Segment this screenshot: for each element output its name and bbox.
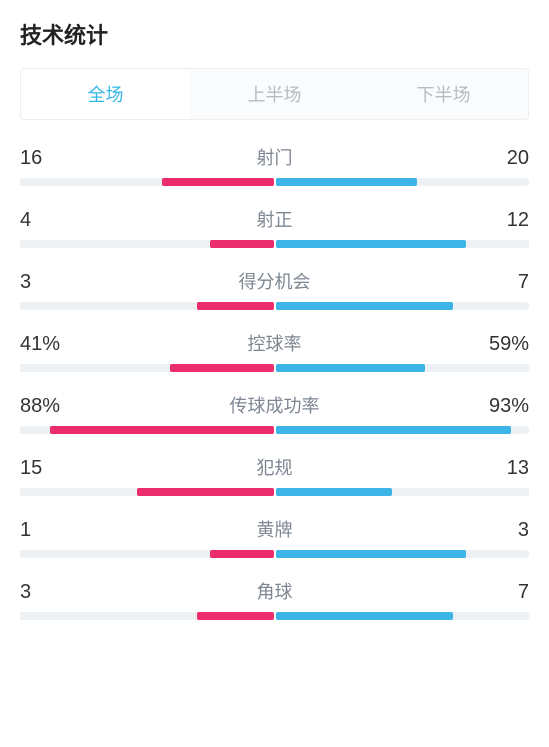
bar-left-fill [210,550,273,558]
stat-header: 4射正12 [20,206,529,232]
bar-left-track [20,612,274,620]
stat-bar [20,612,529,620]
stat-row: 16射门20 [20,144,529,186]
bar-right-fill [276,178,418,186]
bar-right-fill [276,364,426,372]
stat-left-value: 41% [20,333,70,356]
bar-left-fill [210,240,273,248]
bar-right-fill [276,302,453,310]
stat-left-value: 1 [20,519,70,542]
stat-right-value: 20 [479,147,529,170]
stat-bar [20,364,529,372]
stat-row: 4射正12 [20,206,529,248]
bar-left-track [20,364,274,372]
bar-right-track [276,302,530,310]
stat-label: 得分机会 [70,268,479,294]
bar-left-track [20,302,274,310]
bar-left-fill [162,178,274,186]
stat-bar [20,302,529,310]
stat-bar [20,178,529,186]
stat-row: 1黄牌3 [20,516,529,558]
bar-left-track [20,178,274,186]
bar-right-track [276,364,530,372]
stat-right-value: 93% [479,395,529,418]
stat-right-value: 12 [479,209,529,232]
stat-left-value: 3 [20,581,70,604]
stats-list: 16射门204射正123得分机会741%控球率59%88%传球成功率93%15犯… [20,144,529,620]
stat-left-value: 88% [20,395,70,418]
bar-left-track [20,426,274,434]
stat-right-value: 59% [479,333,529,356]
bar-right-fill [276,488,393,496]
bar-left-fill [197,302,273,310]
stat-right-value: 3 [479,519,529,542]
bar-left-fill [137,488,274,496]
stat-label: 犯规 [70,454,479,480]
stat-header: 16射门20 [20,144,529,170]
stat-row: 15犯规13 [20,454,529,496]
stat-row: 3角球7 [20,578,529,620]
stat-label: 黄牌 [70,516,479,542]
stat-bar [20,550,529,558]
stat-header: 15犯规13 [20,454,529,480]
bar-left-track [20,550,274,558]
stat-header: 3角球7 [20,578,529,604]
stat-label: 控球率 [70,330,479,356]
bar-right-fill [276,612,453,620]
stat-header: 3得分机会7 [20,268,529,294]
bar-left-track [20,488,274,496]
stat-left-value: 16 [20,147,70,170]
bar-right-fill [276,426,512,434]
stat-bar [20,240,529,248]
stat-bar [20,488,529,496]
stat-label: 角球 [70,578,479,604]
bar-left-fill [197,612,273,620]
bar-left-fill [50,426,273,434]
bar-right-track [276,488,530,496]
stat-row: 88%传球成功率93% [20,392,529,434]
bar-right-track [276,550,530,558]
stat-row: 3得分机会7 [20,268,529,310]
stat-bar [20,426,529,434]
bar-right-track [276,426,530,434]
tab-0[interactable]: 全场 [21,69,190,119]
stat-right-value: 7 [479,581,529,604]
section-title: 技术统计 [20,18,529,50]
stat-header: 41%控球率59% [20,330,529,356]
stat-left-value: 15 [20,457,70,480]
stat-right-value: 13 [479,457,529,480]
bar-left-fill [170,364,274,372]
stat-left-value: 4 [20,209,70,232]
stat-label: 射门 [70,144,479,170]
bar-right-fill [276,240,466,248]
stat-header: 88%传球成功率93% [20,392,529,418]
bar-right-fill [276,550,466,558]
stat-left-value: 3 [20,271,70,294]
stat-label: 射正 [70,206,479,232]
bar-right-track [276,178,530,186]
stat-label: 传球成功率 [70,392,479,418]
stat-header: 1黄牌3 [20,516,529,542]
tab-1[interactable]: 上半场 [190,69,359,119]
stat-row: 41%控球率59% [20,330,529,372]
bar-right-track [276,240,530,248]
stat-right-value: 7 [479,271,529,294]
period-tabs: 全场上半场下半场 [20,68,529,120]
bar-right-track [276,612,530,620]
bar-left-track [20,240,274,248]
tab-2[interactable]: 下半场 [359,69,528,119]
